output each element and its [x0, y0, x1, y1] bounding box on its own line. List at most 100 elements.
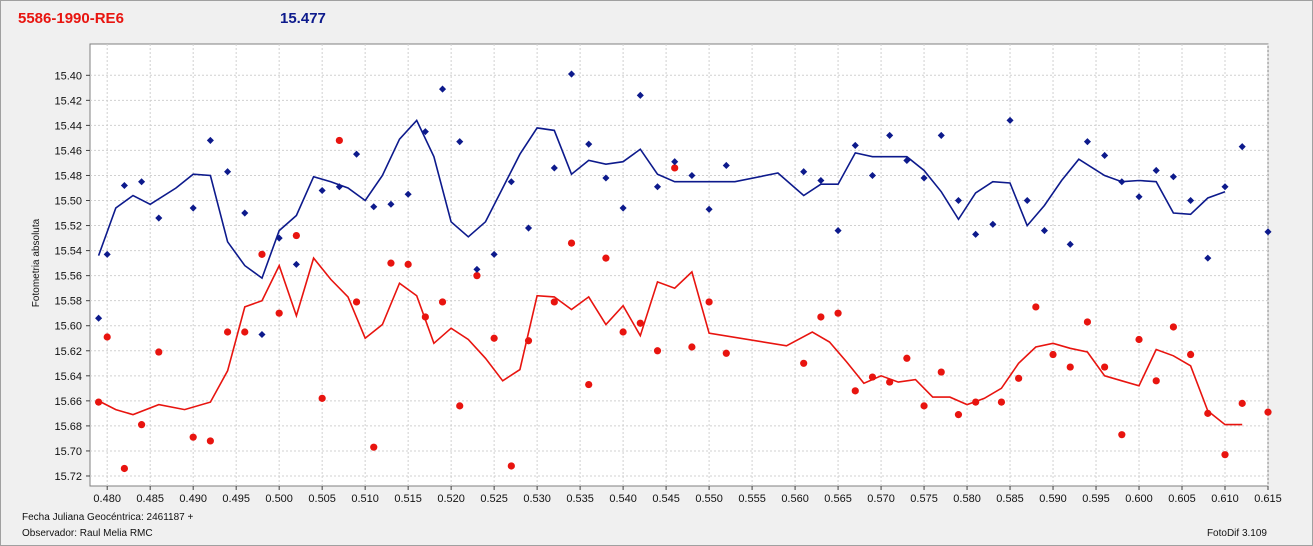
x-tick-label: 0.510 [351, 493, 379, 505]
blue-data-point [619, 204, 627, 212]
red-data-point [886, 378, 894, 386]
red-data-point [1101, 363, 1109, 371]
y-tick-label: 15.66 [54, 396, 82, 408]
red-data-point [473, 272, 481, 280]
y-tick-label: 15.58 [54, 296, 82, 308]
y-tick-label: 15.72 [54, 471, 82, 483]
blue-data-point [490, 250, 498, 258]
blue-data-point [954, 196, 962, 205]
red-data-point [223, 328, 232, 336]
blue-data-point [585, 140, 593, 148]
x-tick-label: 0.545 [652, 493, 680, 505]
series-group [94, 70, 1272, 473]
x-tick-label: 0.525 [480, 493, 508, 505]
red-data-point [954, 411, 963, 419]
red-data-point [903, 354, 911, 362]
blue-data-point [903, 156, 911, 164]
blue-data-point [292, 260, 300, 268]
x-tick-label: 0.485 [136, 493, 164, 505]
red-data-point [834, 309, 842, 317]
x-tick-label: 0.590 [1039, 493, 1067, 505]
y-tick-label: 15.70 [54, 446, 82, 458]
x-tick-label: 0.555 [738, 493, 766, 505]
red-data-point [438, 298, 447, 306]
blue-data-point [722, 161, 730, 169]
red-data-point [997, 398, 1006, 406]
red-data-point [103, 333, 111, 341]
x-tick-label: 0.580 [953, 493, 981, 505]
y-tick-label: 15.44 [54, 120, 82, 132]
y-tick-label: 15.54 [54, 246, 82, 258]
red-data-point [550, 298, 558, 306]
red-data-point [1032, 303, 1040, 311]
red-data-point [507, 462, 515, 470]
red-data-point [705, 298, 713, 306]
red-data-point [206, 437, 214, 445]
y-tick-label: 15.60 [54, 321, 82, 333]
blue-data-point [473, 265, 481, 273]
red-data-point [851, 387, 859, 395]
blue-data-point [224, 168, 232, 176]
x-tick-label: 0.585 [996, 493, 1024, 505]
y-tick-label: 15.68 [54, 421, 82, 433]
y-tick-label: 15.48 [54, 170, 82, 182]
red-data-point [404, 260, 412, 268]
red-data-point [619, 328, 627, 336]
red-data-point [817, 313, 825, 321]
y-tick-label: 15.56 [54, 271, 82, 283]
x-tick-label: 0.495 [222, 493, 250, 505]
red-data-point [602, 254, 610, 262]
blue-data-point [206, 136, 214, 144]
red-data-point [1187, 350, 1195, 359]
red-data-point [120, 464, 128, 473]
red-data-point [1135, 335, 1143, 344]
red-data-point [275, 309, 283, 317]
blue-data-point [335, 183, 343, 191]
red-data-point [1169, 323, 1178, 331]
red-data-point [868, 373, 877, 381]
y-tick-label: 15.40 [54, 70, 82, 82]
x-tick-label: 0.535 [566, 493, 594, 505]
comparison-value-label: 15.477 [280, 10, 326, 27]
blue-data-point [817, 176, 825, 185]
red-data-point [137, 421, 146, 429]
blue-data-point [318, 186, 326, 195]
x-tick-label: 0.520 [437, 493, 465, 505]
red-data-point [653, 347, 662, 355]
blue-data-point [241, 209, 249, 217]
blue-data-point [989, 220, 997, 228]
blue-data-point [1006, 116, 1014, 124]
blue-data-point [95, 314, 103, 322]
y-tick-label: 15.46 [54, 145, 82, 157]
blue-data-point [189, 204, 197, 212]
y-tick-label: 15.50 [54, 196, 82, 208]
red-data-point [241, 328, 249, 336]
blue-data-point [705, 205, 713, 213]
red-data-point [800, 359, 808, 367]
red-data-point [352, 298, 361, 306]
red-data-point [387, 259, 395, 267]
blue-data-point [258, 330, 266, 339]
blue-data-point [421, 128, 429, 136]
observer-label: Observador: Raul Melia RMC [22, 528, 153, 539]
x-tick-label: 0.540 [609, 493, 637, 505]
blue-data-point [567, 70, 576, 78]
x-tick-label: 0.595 [1082, 493, 1110, 505]
version-label: FotoDif 3.109 [1206, 528, 1267, 539]
blue-data-point [524, 224, 533, 232]
grid-lines [90, 44, 1269, 486]
blue-data-point [800, 168, 808, 176]
red-data-point [318, 394, 326, 402]
red-data-point [1083, 318, 1092, 326]
y-axis: 15.40 15.42 15.44 15.46 15.48 15.50 15.52 15.54… [54, 70, 90, 483]
blue-data-point [387, 200, 395, 208]
blue-data-point [834, 227, 842, 235]
red-data-point [1264, 408, 1272, 416]
blue-data-point [671, 158, 679, 166]
blue-data-point [138, 178, 146, 186]
x-tick-label: 0.480 [93, 493, 121, 505]
red-trend-line [98, 256, 1243, 426]
blue-data-point [688, 171, 696, 180]
target-star-label: 5586-1990-RE6 [18, 10, 124, 27]
blue-data-point [851, 141, 859, 149]
